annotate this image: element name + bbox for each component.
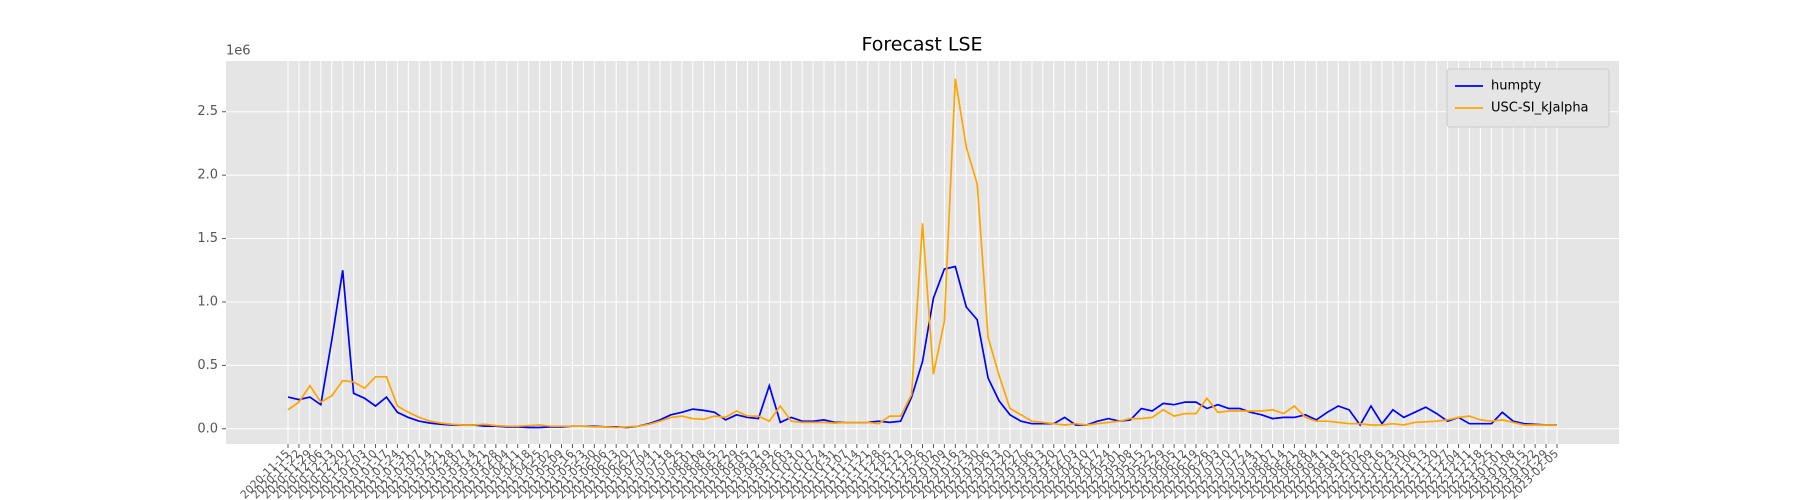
y-tick-label: 0.5: [197, 358, 218, 373]
y-offset-label: 1e6: [226, 44, 251, 59]
legend-box: [1446, 68, 1610, 128]
series-line: [287, 78, 1557, 429]
chart-title: Forecast LSE: [861, 34, 982, 56]
y-tick-label: 2.5: [197, 104, 218, 119]
y-tick-label: 2.0: [197, 168, 218, 183]
legend-label: USC-SI_kJalpha: [1491, 101, 1589, 116]
legend-label: humpty: [1491, 79, 1541, 94]
y-tick-label: 0.0: [197, 421, 218, 436]
y-tick-label: 1.0: [197, 294, 218, 309]
y-tick-label: 1.5: [197, 231, 218, 246]
